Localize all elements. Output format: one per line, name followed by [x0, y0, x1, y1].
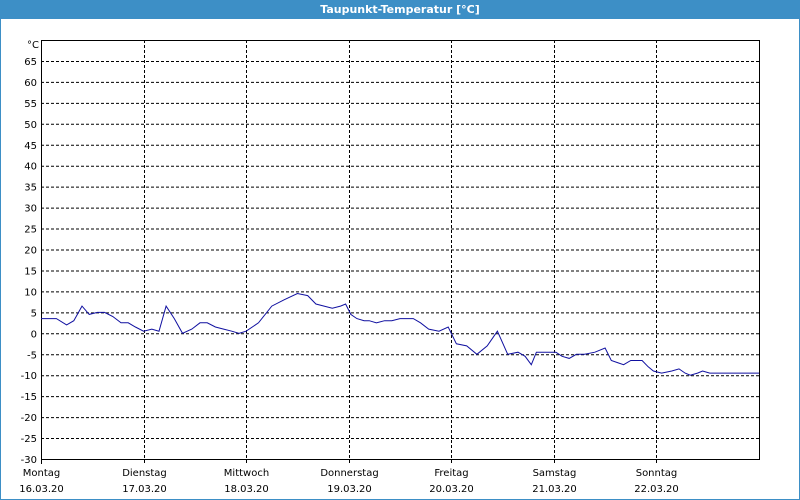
series-line [41, 292, 759, 376]
y-tick-label: 45 [24, 141, 37, 152]
x-tick-weekday: Dienstag [122, 468, 167, 479]
x-tick-date: 17.03.20 [122, 484, 167, 495]
y-tick-label: 55 [24, 99, 37, 110]
y-unit-label: °C [27, 40, 39, 51]
y-tick-label: -30 [21, 455, 37, 466]
y-tick-label: -5 [27, 350, 37, 361]
x-tick-weekday: Sonntag [636, 468, 678, 479]
y-tick-label: 10 [24, 287, 37, 298]
x-tick-date: 20.03.20 [429, 484, 474, 495]
y-tick-label: 25 [24, 225, 37, 236]
tick-labels: -30 -25 -20 -15 -10 -5 0 5 10 15 20 25 30 35 40 45 50 55 6… [19, 40, 679, 495]
x-tick-date: 19.03.20 [327, 484, 372, 495]
y-tick-label: 5 [31, 308, 37, 319]
x-tick-weekday: Freitag [434, 468, 468, 479]
x-tick-date: 21.03.20 [532, 484, 577, 495]
y-tick-label: 65 [24, 57, 37, 68]
y-tick-label: -10 [21, 371, 37, 382]
y-tick-label: 20 [24, 246, 37, 257]
x-tick-date: 22.03.20 [634, 484, 679, 495]
y-tick-label: -15 [21, 392, 37, 403]
window-title: Taupunkt-Temperatur [°C] [1, 1, 799, 19]
series-layer [41, 292, 759, 376]
y-tick-label: 50 [24, 120, 37, 131]
x-tick-date: 18.03.20 [224, 484, 269, 495]
y-tick-label: 40 [24, 162, 37, 173]
y-tick-label: 30 [24, 204, 37, 215]
axes [41, 40, 760, 464]
grid [41, 40, 759, 464]
plot-area-border [41, 40, 760, 460]
y-tick-label: 15 [24, 266, 37, 277]
y-tick-label: 60 [24, 78, 37, 89]
x-tick-weekday: Mittwoch [224, 468, 269, 479]
y-tick-label: -25 [21, 434, 37, 445]
y-tick-label: -20 [21, 413, 37, 424]
x-tick-weekday: Montag [23, 468, 60, 479]
y-tick-label: 35 [24, 183, 37, 194]
y-tick-label: 0 [31, 329, 37, 340]
x-tick-date: 16.03.20 [19, 484, 64, 495]
x-tick-weekday: Samstag [533, 468, 577, 479]
x-tick-weekday: Donnerstag [320, 468, 378, 479]
